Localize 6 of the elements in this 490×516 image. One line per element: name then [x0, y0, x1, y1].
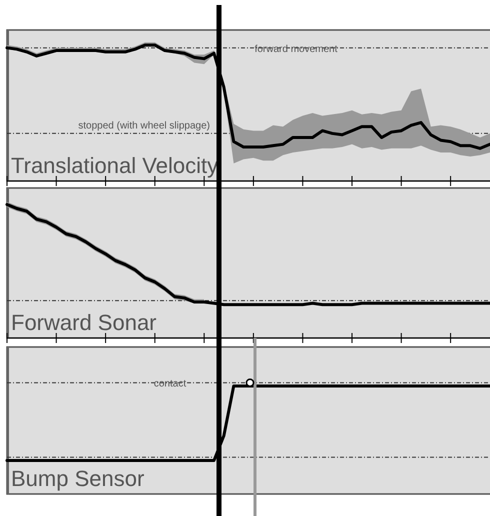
ref-line-label: contact: [154, 378, 186, 390]
ref-line-label: stopped (with wheel slippage): [78, 120, 210, 132]
text: Forward Sonar: [11, 310, 157, 335]
ref-line-label: forward movement: [254, 44, 338, 55]
text: Translational Velocity: [11, 153, 218, 178]
text: Bump Sensor: [11, 466, 144, 491]
